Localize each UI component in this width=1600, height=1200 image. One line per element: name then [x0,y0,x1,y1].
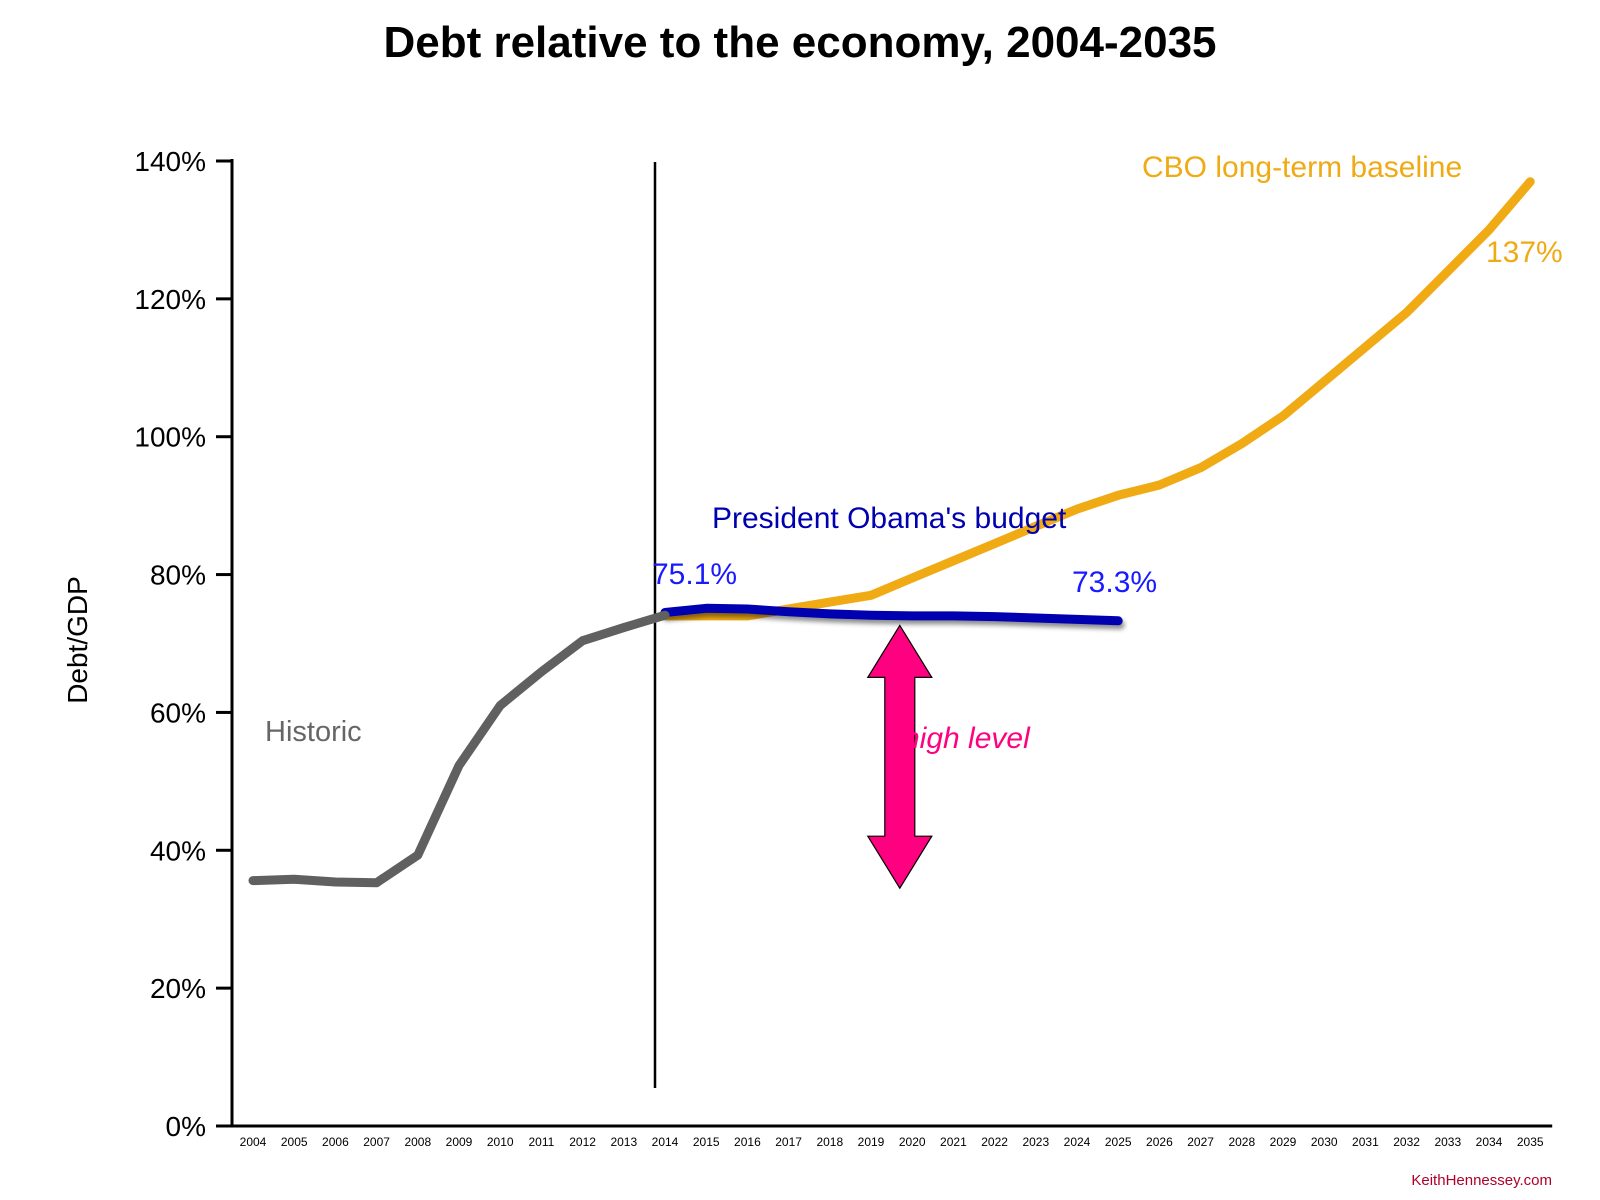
high-level-label: high level [903,722,1031,755]
x-tick-label: 2010 [487,1135,514,1149]
chart-title: Debt relative to the economy, 2004-2035 [383,18,1217,67]
y-tick-labels: 0% 20% 40% 60% 80% 100% 120% 140% [134,146,232,1142]
x-tick-label: 2033 [1434,1135,1461,1149]
historic-label: Historic [265,716,362,748]
value-label-2035: 137% [1486,236,1563,269]
x-tick-label: 2015 [693,1135,720,1149]
x-tick-label: 2007 [363,1135,390,1149]
annotations: Historic President Obama's budget CBO long… [265,151,1563,890]
series-line-cbo-long-term-baseline [660,177,1535,621]
y-tick-label: 120% [134,284,206,315]
x-tick-label: 2023 [1022,1135,1049,1149]
y-tick-label: 20% [150,973,206,1004]
series-line-historic [248,610,670,888]
y-tick-label: 100% [134,422,206,453]
axes [230,159,1553,1128]
x-tick-label: 2029 [1270,1135,1297,1149]
y-tick-label: 0% [166,1111,206,1142]
x-tick-label: 2030 [1311,1135,1338,1149]
x-tick-label: 2018 [816,1135,843,1149]
x-tick-label: 2006 [322,1135,349,1149]
y-tick-label: 40% [150,835,206,866]
x-tick-label: 2016 [734,1135,761,1149]
x-tick-label: 2025 [1105,1135,1132,1149]
x-tick-label: 2019 [858,1135,885,1149]
credit-text: KeithHennessey.com [1411,1172,1552,1189]
x-tick-label: 2004 [240,1135,267,1149]
x-tick-label: 2008 [404,1135,431,1149]
x-tick-label: 2022 [981,1135,1008,1149]
y-tick-label: 60% [150,697,206,728]
x-tick-label: 2020 [899,1135,926,1149]
x-tick-label: 2012 [569,1135,596,1149]
series-line-president-obama-s-budget [660,603,1123,626]
x-tick-label: 2032 [1393,1135,1420,1149]
cbo-baseline-label: CBO long-term baseline [1142,151,1462,184]
x-tick-label: 2011 [528,1135,554,1149]
x-tick-label: 2028 [1228,1135,1255,1149]
x-tick-label: 2005 [281,1135,308,1149]
high-level-arrow [866,624,933,890]
x-tick-label: 2014 [652,1135,679,1149]
x-tick-label: 2026 [1146,1135,1173,1149]
x-tick-label: 2024 [1064,1135,1091,1149]
x-tick-label: 2027 [1187,1135,1214,1149]
y-tick-label: 80% [150,560,206,591]
value-label-2015: 75.1% [652,558,737,591]
x-tick-label: 2013 [610,1135,637,1149]
x-tick-label: 2031 [1352,1135,1379,1149]
x-tick-label: 2021 [940,1135,967,1149]
x-tick-labels: 2004 2005 2006 2007 2008 2009 2010 2011 2012 2013… [240,1135,1544,1149]
obama-budget-label: President Obama's budget [712,502,1067,535]
value-label-2025: 73.3% [1072,566,1157,599]
x-tick-label: 2034 [1476,1135,1503,1149]
x-tick-label: 2017 [775,1135,802,1149]
x-tick-label: 2035 [1517,1135,1544,1149]
series-lines [248,177,1535,888]
x-tick-label: 2009 [446,1135,473,1149]
y-tick-label: 140% [134,146,206,177]
